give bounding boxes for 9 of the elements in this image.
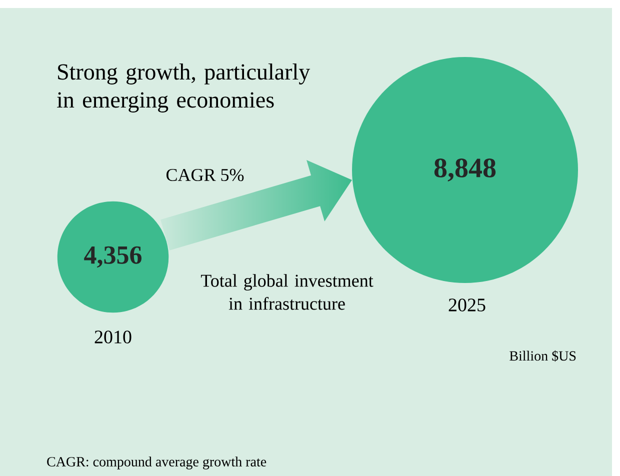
text: CAGR 5%	[166, 168, 244, 182]
text: CAGR: compound average growth rate	[47, 456, 266, 470]
category-label: 2025	[448, 298, 486, 312]
data-label: 4,356	[84, 246, 142, 268]
text: Total global investment in infrastructure	[200, 274, 374, 310]
text: Billion $US	[510, 350, 576, 362]
text: Strong growth, particularly in emerging economies	[57, 64, 310, 112]
data-label: 8,848	[434, 158, 496, 182]
category-label: 2010	[94, 330, 132, 344]
